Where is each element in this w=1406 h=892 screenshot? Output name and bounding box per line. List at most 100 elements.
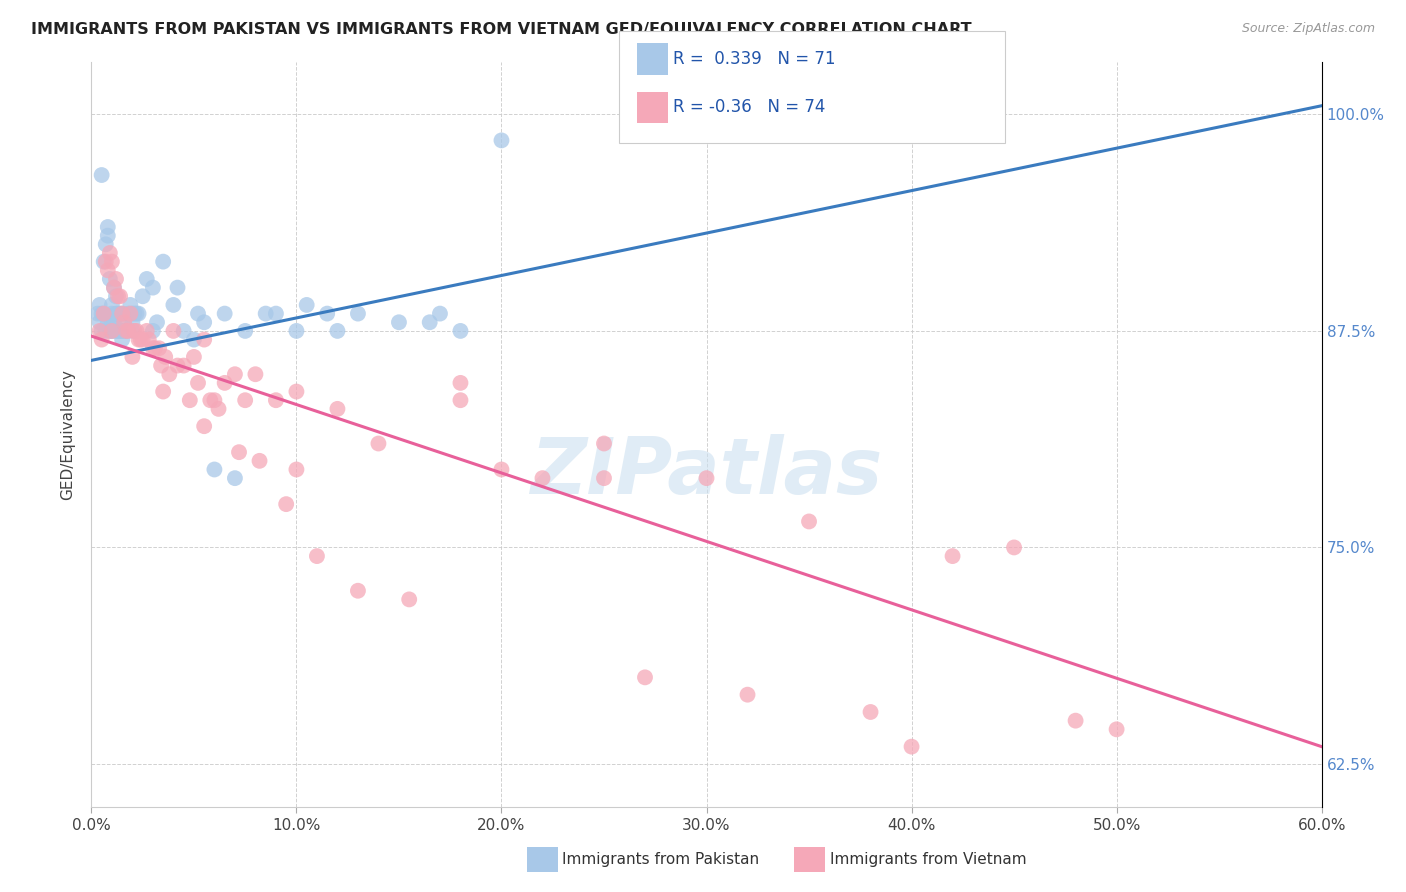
- Point: [859, 705, 882, 719]
- Point: [131, 289, 153, 303]
- Point: [388, 315, 411, 329]
- Point: [187, 307, 209, 321]
- Point: [108, 307, 131, 321]
- Point: [347, 307, 370, 321]
- Point: [101, 298, 124, 312]
- Point: [111, 333, 134, 347]
- Point: [86, 307, 108, 321]
- Point: [103, 315, 125, 329]
- Point: [737, 688, 759, 702]
- Point: [107, 289, 129, 303]
- Point: [143, 341, 166, 355]
- Point: [90, 307, 112, 321]
- Point: [108, 289, 131, 303]
- Point: [112, 324, 135, 338]
- Point: [367, 436, 389, 450]
- Point: [101, 324, 124, 338]
- Point: [94, 254, 117, 268]
- Point: [90, 333, 112, 347]
- Point: [101, 307, 124, 321]
- Point: [152, 254, 174, 268]
- Point: [187, 376, 209, 390]
- Text: Immigrants from Vietnam: Immigrants from Vietnam: [830, 853, 1026, 867]
- Point: [166, 359, 188, 373]
- Point: [94, 324, 117, 338]
- Point: [125, 307, 148, 321]
- Point: [531, 471, 554, 485]
- Point: [98, 246, 121, 260]
- Point: [105, 272, 127, 286]
- Text: IMMIGRANTS FROM PAKISTAN VS IMMIGRANTS FROM VIETNAM GED/EQUIVALENCY CORRELATION : IMMIGRANTS FROM PAKISTAN VS IMMIGRANTS F…: [31, 22, 972, 37]
- Point: [105, 289, 127, 303]
- Point: [97, 315, 120, 329]
- Point: [183, 333, 205, 347]
- Point: [124, 324, 146, 338]
- Point: [797, 515, 820, 529]
- Point: [1064, 714, 1087, 728]
- Point: [249, 454, 271, 468]
- Point: [153, 350, 177, 364]
- Point: [224, 471, 246, 485]
- Point: [101, 254, 124, 268]
- Point: [111, 307, 134, 321]
- Point: [593, 436, 616, 450]
- Point: [107, 307, 129, 321]
- Point: [316, 307, 339, 321]
- Point: [146, 315, 169, 329]
- Point: [157, 368, 180, 382]
- Point: [152, 384, 174, 399]
- Point: [162, 324, 184, 338]
- Point: [142, 280, 165, 294]
- Point: [115, 324, 138, 338]
- Point: [233, 324, 256, 338]
- Y-axis label: GED/Equivalency: GED/Equivalency: [60, 369, 76, 500]
- Point: [121, 307, 143, 321]
- Point: [193, 315, 215, 329]
- Point: [193, 333, 215, 347]
- Point: [93, 307, 115, 321]
- Point: [111, 307, 134, 321]
- Point: [90, 168, 112, 182]
- Point: [398, 592, 420, 607]
- Point: [101, 324, 124, 338]
- Point: [224, 368, 246, 382]
- Point: [105, 324, 127, 338]
- Point: [162, 298, 184, 312]
- Point: [117, 324, 139, 338]
- Point: [128, 333, 150, 347]
- Point: [285, 462, 308, 476]
- Point: [115, 324, 138, 338]
- Point: [326, 401, 349, 416]
- Point: [111, 324, 134, 338]
- Point: [179, 393, 201, 408]
- Point: [135, 272, 157, 286]
- Point: [419, 315, 441, 329]
- Point: [142, 324, 165, 338]
- Point: [295, 298, 318, 312]
- Point: [245, 368, 267, 382]
- Point: [449, 393, 471, 408]
- Point: [233, 393, 256, 408]
- Point: [112, 315, 135, 329]
- Point: [120, 307, 142, 321]
- Point: [429, 307, 451, 321]
- Point: [97, 219, 120, 234]
- Point: [264, 307, 287, 321]
- Point: [326, 324, 349, 338]
- Text: R =  0.339   N = 71: R = 0.339 N = 71: [673, 50, 837, 68]
- Point: [449, 376, 471, 390]
- Point: [166, 280, 188, 294]
- Point: [103, 280, 125, 294]
- Point: [131, 333, 153, 347]
- Point: [125, 324, 148, 338]
- Text: ZIPatlas: ZIPatlas: [530, 434, 883, 510]
- Point: [129, 333, 152, 347]
- Point: [1105, 723, 1128, 737]
- Point: [98, 272, 121, 286]
- Point: [94, 237, 117, 252]
- Point: [97, 228, 120, 243]
- Point: [117, 307, 139, 321]
- Point: [173, 359, 195, 373]
- Point: [491, 462, 513, 476]
- Point: [200, 393, 222, 408]
